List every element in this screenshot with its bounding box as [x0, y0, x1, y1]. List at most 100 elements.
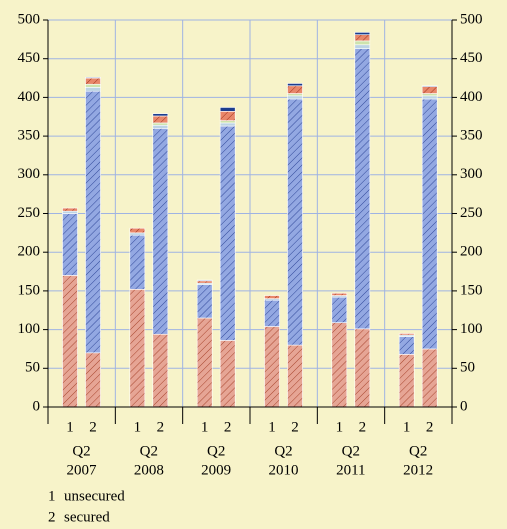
bar-segment — [398, 333, 415, 336]
y-tick-label: 0 — [33, 398, 41, 414]
group-label: 2008 — [134, 462, 164, 478]
bar-segment — [287, 83, 303, 87]
y-tick-label: 250 — [18, 205, 41, 221]
group-label: Q2 — [140, 443, 158, 459]
bar-segment — [354, 34, 371, 42]
bar-segment — [398, 336, 415, 355]
group-label: Q2 — [72, 443, 90, 459]
bar-segment — [421, 86, 438, 94]
group-label: Q2 — [207, 443, 225, 459]
bar-segment — [129, 289, 146, 408]
x-tick-label: 1 — [336, 419, 344, 435]
bar-segment — [354, 328, 371, 408]
bar-segment — [331, 322, 348, 408]
bar-segment — [421, 98, 438, 350]
group-label: Q2 — [274, 443, 292, 459]
y-tick-label: 200 — [18, 244, 41, 260]
bar-segment — [152, 333, 169, 408]
bar-segment — [354, 48, 371, 330]
bar-segment — [421, 85, 438, 87]
group-label: 2012 — [403, 462, 433, 478]
note-key: 1 — [48, 488, 56, 504]
y-tick-label: 500 — [18, 11, 41, 27]
bar-segment — [421, 348, 438, 408]
x-tick-label: 1 — [403, 419, 411, 435]
bar-segment — [152, 122, 169, 126]
bar-segment — [62, 213, 78, 276]
bar-segment — [219, 120, 236, 124]
bar-segment — [62, 207, 78, 212]
bar-segment — [196, 279, 213, 282]
group-label: 2011 — [336, 462, 365, 478]
y2-tick-label: 450 — [460, 50, 483, 66]
bar-segment — [287, 93, 303, 97]
note-label: secured — [64, 509, 110, 525]
x-tick-label: 2 — [224, 419, 232, 435]
y-tick-label: 100 — [18, 321, 41, 337]
y2-tick-label: 350 — [460, 128, 483, 144]
y-tick-label: 150 — [18, 282, 41, 298]
y2-tick-label: 300 — [460, 166, 483, 182]
bar-segment — [85, 87, 101, 92]
bar-segment — [152, 124, 169, 129]
bar-segment — [152, 128, 169, 335]
x-tick-label: 2 — [291, 419, 299, 435]
y-tick-label: 50 — [25, 360, 40, 376]
bar-segment — [331, 292, 348, 296]
x-tick-label: 2 — [359, 419, 367, 435]
bar-segment — [152, 113, 169, 117]
y-tick-label: 450 — [18, 50, 41, 66]
bar-segment — [354, 40, 371, 46]
bar-segment — [85, 76, 101, 79]
y2-tick-label: 100 — [460, 321, 483, 337]
bar-segment — [219, 111, 236, 121]
y-tick-label: 350 — [18, 128, 41, 144]
y-tick-label: 400 — [18, 89, 41, 105]
bar-segment — [219, 122, 236, 127]
y2-tick-label: 50 — [460, 360, 475, 376]
bar-segment — [196, 280, 213, 284]
group-label: 2007 — [67, 462, 98, 478]
y2-tick-label: 400 — [460, 89, 483, 105]
bar-segment — [85, 77, 101, 85]
bar-segment — [264, 295, 280, 299]
group-label: 2010 — [269, 462, 299, 478]
bar-segment — [196, 284, 213, 319]
bar-segment — [287, 95, 303, 100]
bar-segment — [421, 95, 438, 100]
bar-segment — [264, 299, 280, 327]
bar-segment — [62, 210, 78, 214]
x-tick-label: 1 — [201, 419, 209, 435]
x-tick-label: 1 — [268, 419, 276, 435]
bar-segment — [129, 234, 146, 290]
bar-segment — [398, 354, 415, 408]
bar-segment — [129, 227, 146, 234]
bar-segment — [287, 344, 303, 408]
bar-segment — [287, 85, 303, 94]
bar-segment — [219, 125, 236, 341]
x-tick-label: 2 — [89, 419, 97, 435]
x-tick-label: 2 — [426, 419, 434, 435]
bar-segment — [196, 317, 213, 408]
bar-segment — [152, 115, 169, 124]
group-label: 2009 — [201, 462, 231, 478]
y2-tick-label: 150 — [460, 282, 483, 298]
bar-segment — [354, 44, 371, 49]
note-label: unsecured — [64, 488, 125, 504]
y2-tick-label: 200 — [460, 244, 483, 260]
y2-tick-label: 0 — [460, 398, 468, 414]
group-label: Q2 — [342, 443, 360, 459]
bar-segment — [331, 296, 348, 323]
bar-segment — [421, 93, 438, 97]
y2-tick-label: 250 — [460, 205, 483, 221]
bar-segment — [85, 352, 101, 408]
bar-segment — [62, 275, 78, 408]
y-tick-label: 300 — [18, 166, 41, 182]
x-tick-label: 1 — [66, 419, 74, 435]
group-label: Q2 — [409, 443, 427, 459]
x-tick-label: 1 — [134, 419, 142, 435]
bar-segment — [85, 83, 101, 88]
y2-tick-label: 500 — [460, 11, 483, 27]
bar-segment — [85, 90, 101, 354]
